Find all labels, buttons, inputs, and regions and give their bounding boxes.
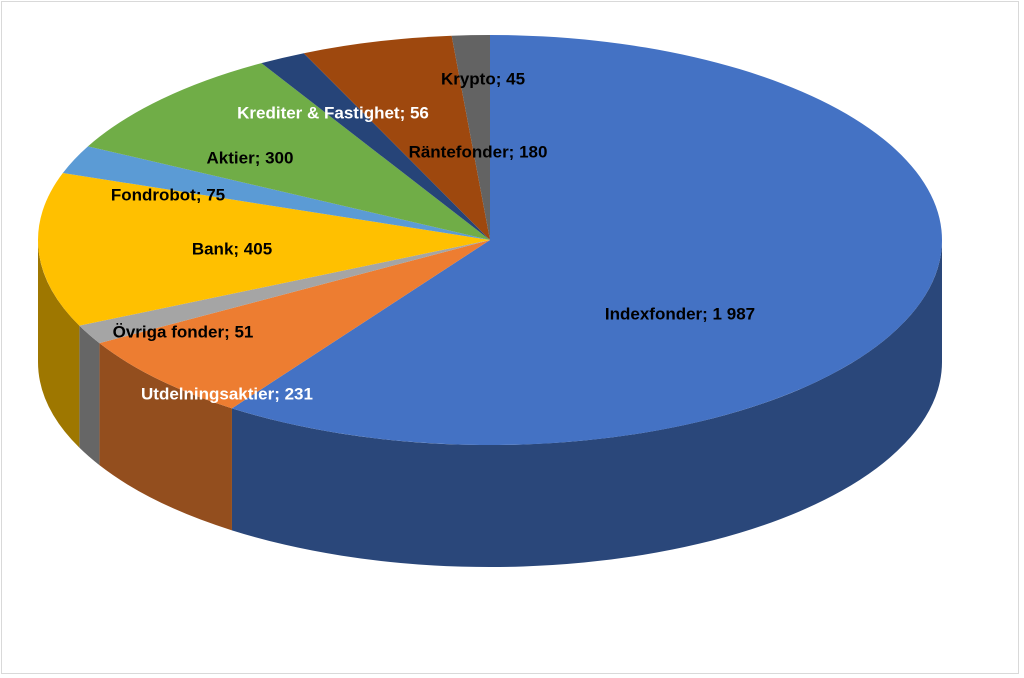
pie-side: [99, 343, 232, 531]
pie-slice: [38, 172, 490, 326]
pie-tops: [38, 35, 943, 445]
pie-slice: [261, 53, 490, 241]
data-labels: Indexfonder; 1 987 Utdelningsaktier; 231 Ö…: [111, 69, 755, 403]
pie-slice: [62, 146, 490, 240]
pie-slice: [303, 35, 490, 241]
pie-sides: [38, 240, 943, 567]
data-label: Krypto; 45: [441, 69, 525, 88]
data-label: Räntefonder; 180: [409, 142, 548, 161]
pie-slice: [451, 35, 490, 240]
data-label: Aktier; 300: [207, 148, 294, 167]
pie-side: [38, 240, 80, 448]
pie-slice: [231, 35, 943, 445]
data-label: Bank; 405: [192, 239, 272, 258]
pie-slice: [99, 240, 490, 409]
pie-slice: [87, 63, 490, 240]
data-label: Fondrobot; 75: [111, 185, 225, 204]
data-label: Indexfonder; 1 987: [605, 304, 755, 323]
data-label: Utdelningsaktier; 231: [141, 384, 313, 403]
data-label: Krediter & Fastighet; 56: [237, 103, 429, 122]
pie-side: [79, 325, 100, 466]
pie-side: [231, 240, 943, 567]
pie-slice: [79, 240, 490, 344]
data-label: Övriga fonder; 51: [113, 322, 254, 341]
